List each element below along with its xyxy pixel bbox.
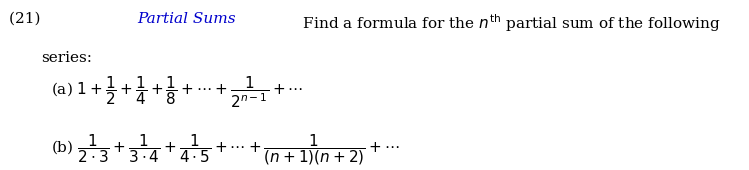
Text: Partial Sums: Partial Sums	[137, 12, 236, 26]
Text: (b) $\dfrac{1}{2 \cdot 3}+\dfrac{1}{3 \cdot 4}+\dfrac{1}{4 \cdot 5}+\cdots+\dfra: (b) $\dfrac{1}{2 \cdot 3}+\dfrac{1}{3 \c…	[51, 132, 400, 167]
Text: Find a formula for the $n^{\mathrm{th}}$ partial sum of the following: Find a formula for the $n^{\mathrm{th}}$…	[298, 12, 721, 34]
Text: (a) $1+\dfrac{1}{2}+\dfrac{1}{4}+\dfrac{1}{8}+\cdots+\dfrac{1}{2^{n-1}}+\cdots$: (a) $1+\dfrac{1}{2}+\dfrac{1}{4}+\dfrac{…	[51, 74, 303, 109]
Text: (21): (21)	[9, 12, 46, 26]
Text: series:: series:	[41, 51, 92, 65]
